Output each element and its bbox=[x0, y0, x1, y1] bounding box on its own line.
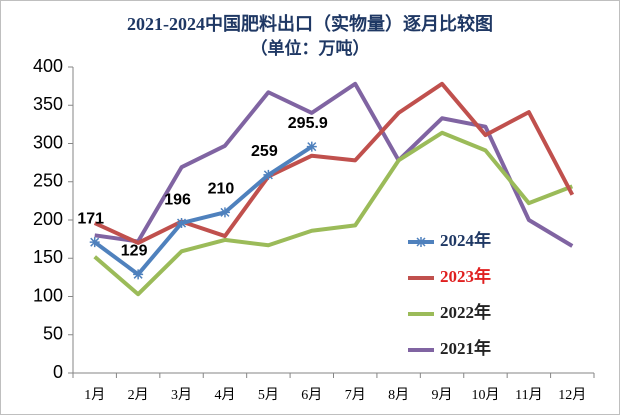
series-line bbox=[93, 130, 574, 297]
legend-label: 2023年 bbox=[440, 266, 491, 286]
data-label: 295.9 bbox=[288, 115, 328, 132]
legend-label: 2021年 bbox=[440, 338, 491, 358]
x-tick-label: 3月 bbox=[171, 387, 192, 403]
y-tick-label: 150 bbox=[33, 247, 63, 267]
series-line bbox=[93, 81, 575, 245]
x-tick-label: 10月 bbox=[471, 387, 499, 403]
x-tick-label: 9月 bbox=[432, 387, 453, 403]
x-tick-label: 12月 bbox=[558, 387, 586, 403]
y-tick-label: 200 bbox=[33, 209, 63, 229]
series-line bbox=[93, 144, 313, 277]
chart-title: 2021-2024中国肥料出口（实物量）逐月比较图 bbox=[127, 13, 493, 34]
x-tick-label: 4月 bbox=[214, 387, 235, 403]
y-tick-label: 300 bbox=[33, 132, 63, 152]
x-tick-label: 2月 bbox=[128, 387, 149, 403]
x-tick-label: 5月 bbox=[258, 387, 279, 403]
data-label: 196 bbox=[164, 191, 191, 208]
legend-label: 2024年 bbox=[440, 230, 491, 250]
legend-marker bbox=[416, 237, 426, 247]
y-tick-label: 350 bbox=[33, 94, 63, 114]
y-tick-label: 50 bbox=[43, 324, 63, 344]
point-marker bbox=[176, 218, 187, 229]
x-tick-label: 6月 bbox=[301, 387, 322, 403]
point-marker bbox=[219, 207, 230, 218]
data-label: 210 bbox=[208, 181, 235, 198]
x-tick-label: 8月 bbox=[388, 387, 409, 403]
data-label: 171 bbox=[77, 210, 104, 227]
y-tick-label: 100 bbox=[33, 285, 63, 305]
y-tick-label: 400 bbox=[33, 56, 63, 76]
point-marker bbox=[263, 169, 274, 180]
chart-subtitle: （单位：万吨） bbox=[251, 38, 370, 58]
data-label: 259 bbox=[251, 143, 278, 160]
point-marker bbox=[89, 237, 100, 248]
y-tick-label: 250 bbox=[33, 171, 63, 191]
series-line bbox=[94, 81, 574, 248]
data-label: 129 bbox=[121, 243, 148, 260]
x-tick-label: 7月 bbox=[345, 387, 366, 403]
legend-label: 2022年 bbox=[440, 302, 491, 322]
y-tick-label: 0 bbox=[53, 362, 63, 382]
point-marker bbox=[306, 141, 317, 152]
x-tick-label: 11月 bbox=[515, 387, 542, 403]
x-tick-label: 1月 bbox=[84, 387, 105, 403]
point-marker bbox=[133, 269, 144, 280]
